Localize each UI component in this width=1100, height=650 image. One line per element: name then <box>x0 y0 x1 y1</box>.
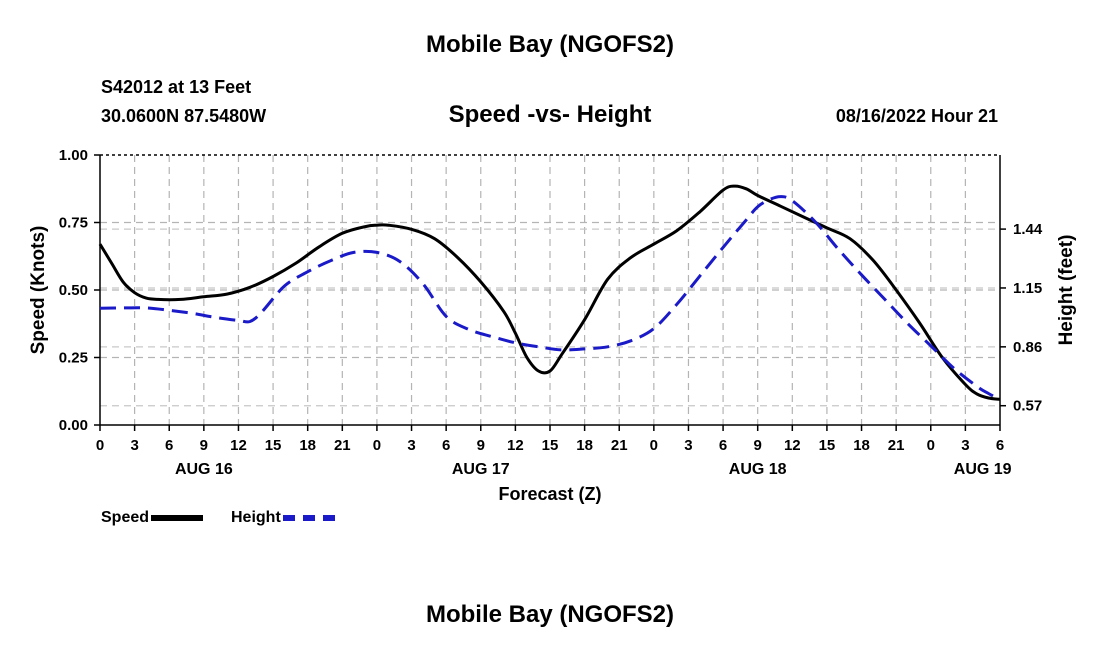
x-date-label: AUG 17 <box>452 461 510 478</box>
x-tick-label: 6 <box>442 437 450 454</box>
station-label: S42012 at 13 Feet <box>101 77 252 97</box>
y-tick-label: 1.00 <box>59 147 88 164</box>
legend-speed-label: Speed <box>101 509 150 526</box>
station-coordinates: 30.0600N 87.5480W <box>101 106 267 126</box>
x-tick-label: 21 <box>334 437 351 454</box>
x-tick-label: 3 <box>407 437 415 454</box>
legend-height: Height <box>231 509 335 527</box>
y2-tick-label: 0.57 <box>1013 398 1042 415</box>
x-date-label: AUG 16 <box>175 461 233 478</box>
x-tick-label: 12 <box>784 437 801 454</box>
x-tick-label: 18 <box>576 437 593 454</box>
footer-title: Mobile Bay (NGOFS2) <box>425 601 675 628</box>
x-tick-label: 3 <box>684 437 692 454</box>
x-tick-label: 3 <box>130 437 138 454</box>
x-tick-label: 21 <box>888 437 905 454</box>
x-date-label: AUG 19 <box>954 461 1012 478</box>
legend-speed-swatch <box>151 514 204 521</box>
x-tick-label: 12 <box>230 437 247 454</box>
forecast-datetime: 08/16/2022 Hour 21 <box>835 106 998 126</box>
y2-tick-label: 1.15 <box>1013 280 1042 297</box>
legend-height-swatch <box>282 514 335 521</box>
x-tick-label: 6 <box>719 437 727 454</box>
x-tick-label: 0 <box>650 437 658 454</box>
x-tick-label: 21 <box>611 437 628 454</box>
speed-series-line <box>98 184 1001 401</box>
x-tick-label: 3 <box>961 437 969 454</box>
x-tick-label: 9 <box>477 437 485 454</box>
y-axis-title: Speed (Knots) <box>28 226 49 355</box>
legend-speed: Speed <box>101 509 204 527</box>
x-tick-label: 9 <box>200 437 208 454</box>
x-tick-label: 6 <box>165 437 173 454</box>
y-tick-label: 0.25 <box>59 350 88 367</box>
chart-main-title: Mobile Bay (NGOFS2) <box>425 31 675 58</box>
y2-axis-title: Height (feet) <box>1056 235 1077 346</box>
y-tick-label: 0.75 <box>59 215 88 232</box>
x-tick-label: 15 <box>542 437 559 454</box>
x-tick-label: 15 <box>265 437 282 454</box>
x-tick-label: 18 <box>853 437 870 454</box>
x-tick-label: 0 <box>373 437 381 454</box>
x-tick-label: 0 <box>96 437 104 454</box>
y-tick-label: 0.50 <box>59 282 88 299</box>
x-axis-title: Forecast (Z) <box>498 484 601 504</box>
legend-height-label: Height <box>231 509 281 526</box>
y-tick-label: 0.00 <box>59 417 88 434</box>
y2-tick-label: 0.86 <box>1013 339 1042 356</box>
x-tick-label: 15 <box>819 437 836 454</box>
chart-subtitle: Speed -vs- Height <box>448 101 652 128</box>
y2-tick-label: 1.44 <box>1013 221 1043 238</box>
height-series-line <box>99 195 1001 401</box>
x-tick-label: 6 <box>996 437 1004 454</box>
x-date-label: AUG 18 <box>729 461 787 478</box>
x-tick-label: 9 <box>754 437 762 454</box>
x-tick-label: 0 <box>927 437 935 454</box>
x-tick-label: 18 <box>299 437 316 454</box>
x-tick-label: 12 <box>507 437 524 454</box>
